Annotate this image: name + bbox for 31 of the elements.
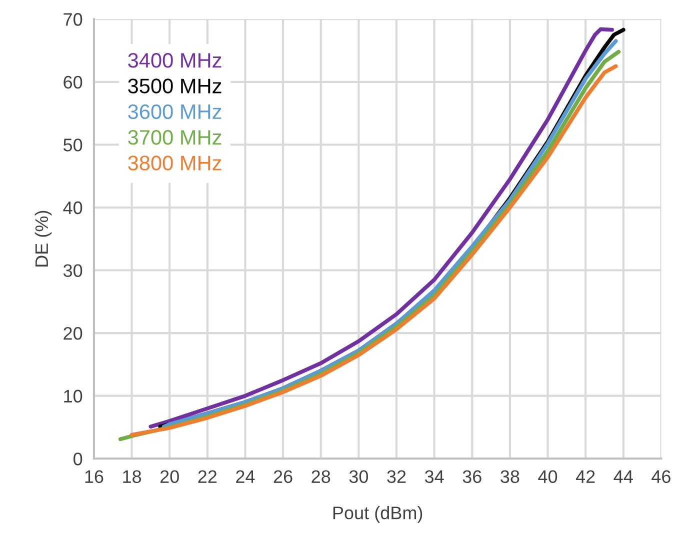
x-tick-label: 34 <box>424 470 444 484</box>
y-tick-label: 60 <box>64 76 82 89</box>
x-tick-label: 38 <box>500 470 520 484</box>
y-tick-label: 20 <box>64 326 82 340</box>
x-axis-title: Pout (dBm) <box>333 506 422 523</box>
x-tick-label: 18 <box>123 470 142 484</box>
text: 3700 MHz <box>128 130 222 145</box>
x-tick-label: 36 <box>462 470 482 484</box>
x-tick-label: 44 <box>614 470 633 483</box>
y-tick-label: 50 <box>63 138 82 152</box>
x-tick-label: 40 <box>538 470 558 484</box>
x-tick-label: 42 <box>576 470 595 483</box>
text: 3600 MHz <box>128 104 222 120</box>
x-tick-label: 28 <box>312 470 330 484</box>
x-tick-label: 30 <box>349 470 368 484</box>
text: 3800 MHz <box>128 156 222 170</box>
x-tick-label: 16 <box>85 470 104 484</box>
x-tick-label: 26 <box>274 470 292 484</box>
text: 3500 MHz <box>128 78 222 94</box>
y-tick-label: 0 <box>74 452 82 466</box>
y-tick-label: 30 <box>63 264 82 277</box>
y-tick-label: 40 <box>63 201 82 214</box>
x-tick-label: 20 <box>160 470 179 484</box>
y-axis-title: DE (%) <box>34 210 52 266</box>
x-tick-label: 46 <box>652 470 670 484</box>
y-tick-label: 70 <box>64 13 82 26</box>
x-tick-label: 24 <box>236 470 255 483</box>
y-tick-label: 10 <box>64 390 82 403</box>
x-tick-label: 32 <box>387 470 406 484</box>
text: 3400 MHz <box>128 52 222 68</box>
x-tick-label: 22 <box>198 470 217 483</box>
